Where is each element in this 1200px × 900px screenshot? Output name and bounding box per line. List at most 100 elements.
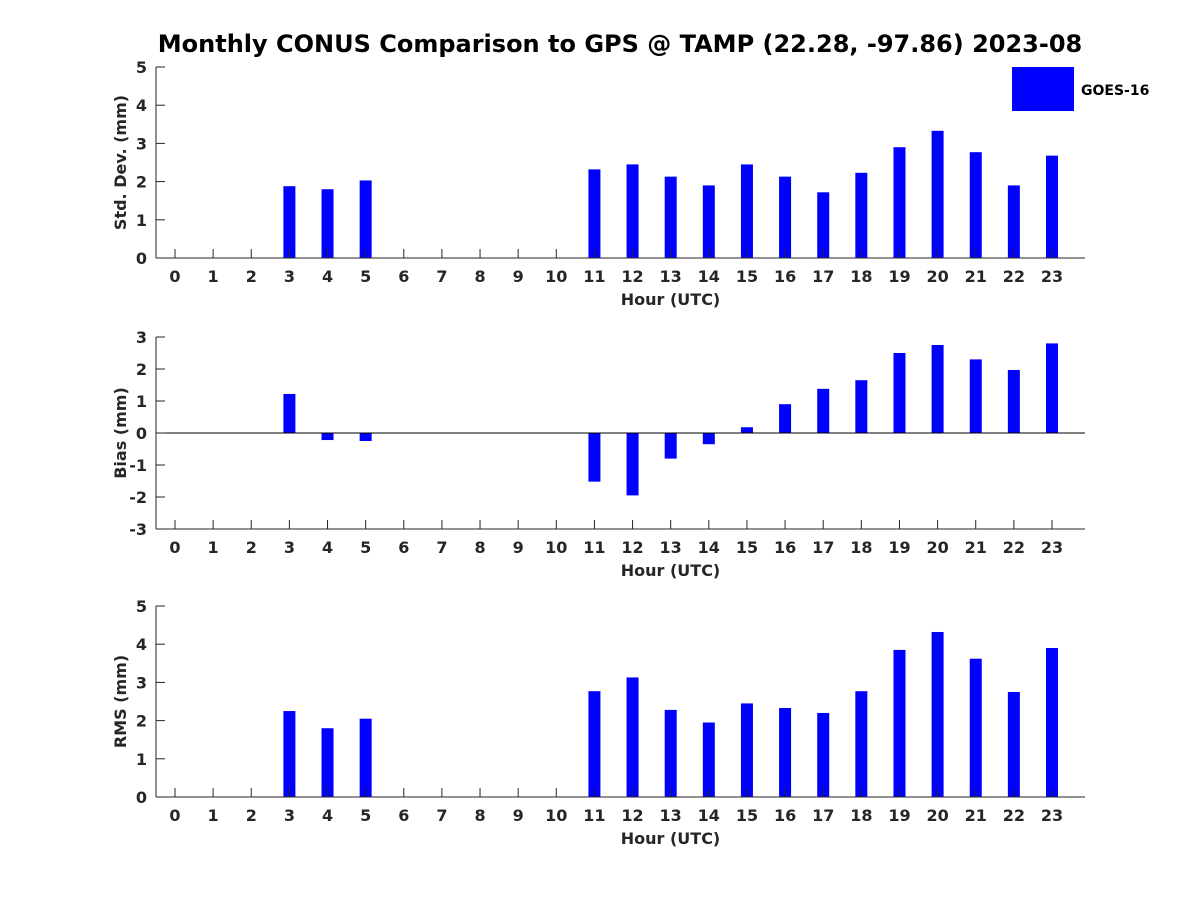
x-axis-label: Hour (UTC) xyxy=(621,290,721,309)
x-tick-label: 18 xyxy=(850,538,872,557)
x-tick-label: 19 xyxy=(888,806,910,825)
bar-hour-14 xyxy=(702,722,715,797)
bar-hour-16 xyxy=(779,404,792,433)
x-tick-label: 7 xyxy=(436,267,447,286)
x-tick-label: 20 xyxy=(926,267,948,286)
bar-hour-19 xyxy=(893,353,906,433)
bar-hour-18 xyxy=(855,380,868,433)
y-tick-label: 5 xyxy=(136,597,147,616)
bar-hour-19 xyxy=(893,649,906,797)
bar-hour-12 xyxy=(626,164,639,258)
x-tick-label: 1 xyxy=(208,538,219,557)
x-tick-label: 22 xyxy=(1003,267,1025,286)
y-tick-label: 3 xyxy=(136,673,147,692)
bar-hour-11 xyxy=(588,169,601,258)
x-tick-label: 5 xyxy=(360,538,371,557)
y-tick-label: 0 xyxy=(136,249,147,268)
x-tick-label: 13 xyxy=(660,538,682,557)
x-tick-label: 7 xyxy=(436,806,447,825)
x-tick-label: 2 xyxy=(246,538,257,557)
y-tick-label: 2 xyxy=(136,360,147,379)
x-tick-label: 8 xyxy=(474,806,485,825)
bar-hour-4 xyxy=(321,189,334,258)
bar-hour-21 xyxy=(969,658,982,797)
x-tick-label: 14 xyxy=(698,538,720,557)
y-tick-label: 1 xyxy=(136,392,147,411)
x-tick-label: 20 xyxy=(926,806,948,825)
bar-hour-16 xyxy=(779,176,792,258)
x-tick-label: 2 xyxy=(246,267,257,286)
x-tick-label: 10 xyxy=(545,538,567,557)
bar-hour-11 xyxy=(588,433,601,482)
x-tick-label: 7 xyxy=(436,538,447,557)
bar-hour-17 xyxy=(817,388,830,433)
bar-hour-14 xyxy=(702,185,715,258)
bar-hour-3 xyxy=(283,711,296,797)
x-tick-label: 5 xyxy=(360,267,371,286)
bar-hour-18 xyxy=(855,172,868,258)
y-tick-label: 1 xyxy=(136,750,147,769)
x-tick-label: 13 xyxy=(660,806,682,825)
bar-hour-17 xyxy=(817,192,830,258)
x-tick-label: 8 xyxy=(474,267,485,286)
x-tick-label: 23 xyxy=(1041,538,1063,557)
x-tick-label: 4 xyxy=(322,538,333,557)
bar-hour-13 xyxy=(664,709,677,797)
x-tick-label: 1 xyxy=(208,806,219,825)
x-tick-label: 22 xyxy=(1003,806,1025,825)
bar-hour-22 xyxy=(1007,691,1020,797)
x-tick-label: 3 xyxy=(284,806,295,825)
x-tick-label: 12 xyxy=(621,806,643,825)
bar-hour-3 xyxy=(283,393,296,433)
x-tick-label: 16 xyxy=(774,267,796,286)
x-tick-label: 21 xyxy=(965,806,987,825)
bar-hour-14 xyxy=(702,433,715,445)
bar-hour-15 xyxy=(740,703,753,797)
x-tick-label: 18 xyxy=(850,806,872,825)
x-tick-label: 13 xyxy=(660,267,682,286)
bar-hour-22 xyxy=(1007,369,1020,433)
x-tick-label: 15 xyxy=(736,267,758,286)
bar-hour-3 xyxy=(283,186,296,258)
bar-hour-23 xyxy=(1045,155,1058,258)
y-tick-label: 4 xyxy=(136,96,147,115)
y-tick-label: -2 xyxy=(129,488,147,507)
bar-hour-19 xyxy=(893,147,906,258)
x-tick-label: 19 xyxy=(888,538,910,557)
bar-hour-4 xyxy=(321,433,334,441)
x-tick-label: 6 xyxy=(398,538,409,557)
bar-hour-11 xyxy=(588,691,601,797)
x-tick-label: 0 xyxy=(169,267,180,286)
legend-swatch-goes-16 xyxy=(1012,67,1074,111)
y-tick-label: 0 xyxy=(136,424,147,443)
y-tick-label: 5 xyxy=(136,58,147,77)
x-tick-label: 8 xyxy=(474,538,485,557)
x-tick-label: 18 xyxy=(850,267,872,286)
bar-hour-13 xyxy=(664,176,677,258)
bar-hour-12 xyxy=(626,433,639,496)
bar-hour-15 xyxy=(740,164,753,258)
x-tick-label: 17 xyxy=(812,538,834,557)
x-tick-label: 6 xyxy=(398,267,409,286)
x-axis-label: Hour (UTC) xyxy=(621,829,721,848)
legend-label-goes-16: GOES-16 xyxy=(1081,83,1149,99)
bar-hour-23 xyxy=(1045,648,1058,797)
x-tick-label: 19 xyxy=(888,267,910,286)
x-tick-label: 1 xyxy=(208,267,219,286)
bar-hour-20 xyxy=(931,631,944,797)
y-tick-label: 4 xyxy=(136,635,147,654)
x-tick-label: 23 xyxy=(1041,267,1063,286)
x-tick-label: 15 xyxy=(736,538,758,557)
legend: GOES-16 xyxy=(1012,67,1149,111)
bar-hour-5 xyxy=(359,718,372,797)
x-tick-label: 11 xyxy=(583,267,605,286)
bar-hour-12 xyxy=(626,677,639,797)
bar-hour-5 xyxy=(359,433,372,441)
x-axis-label: Hour (UTC) xyxy=(621,561,721,580)
x-tick-label: 21 xyxy=(965,538,987,557)
y-tick-label: 2 xyxy=(136,712,147,731)
x-tick-label: 21 xyxy=(965,267,987,286)
